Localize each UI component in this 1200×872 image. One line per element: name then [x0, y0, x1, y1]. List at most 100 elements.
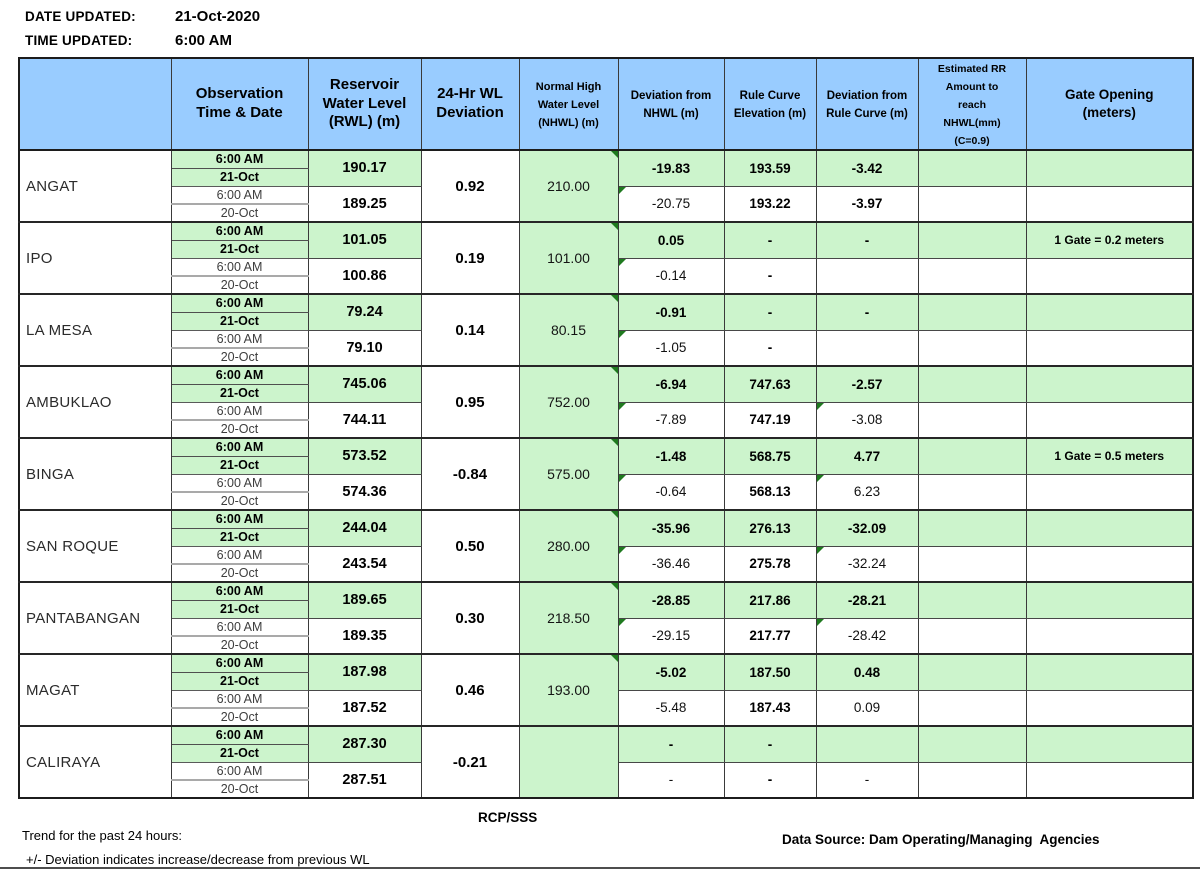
obs-date-current-cell: 21-Oct	[170, 672, 309, 691]
gate-opening-current-cell	[1025, 365, 1194, 403]
obs-time-previous-cell-text: 6:00 AM	[216, 331, 263, 346]
dev-from-nhwl-previous-cell-text: -1.05	[655, 340, 687, 356]
rule-curve-previous-cell: -	[723, 258, 817, 294]
rwl-previous-cell-text: 287.51	[342, 771, 387, 788]
gate-opening-current-cell	[1025, 725, 1194, 763]
rule-curve-previous-cell-text: 275.78	[749, 556, 791, 572]
rule-curve-previous-cell-text: -	[767, 340, 773, 356]
comment-triangle-icon	[817, 402, 824, 410]
dam-row-magat-sub1: MAGAT 6:00 AM 187.98 0.46 193.00 -5.02 187.50 0…	[18, 653, 1194, 726]
dam-row-pantabangan-sub2: 21-Oct	[19, 600, 1193, 619]
comment-triangle-icon	[610, 296, 617, 302]
nhwl-cell-text: 752.00	[547, 394, 590, 410]
est-rr-previous-cell	[917, 258, 1027, 294]
rwl-current-cell: 187.98	[307, 653, 422, 691]
obs-date-previous-cell: 20-Oct	[170, 420, 309, 438]
wl-deviation-24hr-cell-text: 0.92	[455, 177, 485, 195]
dev-from-nhwl-current-cell-text: -19.83	[651, 160, 691, 176]
wl-deviation-24hr-cell: -0.84	[420, 437, 520, 510]
rwl-previous-cell: 100.86	[307, 258, 422, 294]
dam-name-cell-text: IPO	[26, 249, 53, 267]
comment-triangle-icon	[610, 224, 617, 230]
wl-deviation-24hr-cell-text: -0.21	[452, 753, 488, 771]
comment-triangle-icon	[610, 512, 617, 518]
wl-deviation-24hr-cell: 0.95	[420, 365, 520, 438]
dam-row-magat-sub2: 21-Oct	[19, 672, 1193, 691]
dev-from-rule-curve-current-cell-text: -	[864, 304, 870, 320]
col-header-nhwl-text: Normal High Water Level (NHWL) (m)	[535, 81, 602, 129]
rule-curve-current-cell-text: -	[767, 304, 773, 320]
nhwl-cell: 280.00	[518, 509, 619, 582]
dev-from-rule-curve-current-cell: 0.48	[815, 653, 919, 691]
dev-from-rule-curve-previous-cell-text: 0.09	[853, 700, 881, 716]
est-rr-previous-cell	[917, 546, 1027, 582]
dam-row-caliraya-sub4: 20-Oct	[19, 780, 1193, 798]
dam-row-angat-sub1: ANGAT 6:00 AM 190.17 0.92 210.00 -19.83 193.59…	[18, 149, 1194, 222]
obs-date-previous-cell: 20-Oct	[170, 348, 309, 366]
comment-triangle-icon	[610, 152, 617, 158]
gate-opening-current-cell	[1025, 509, 1194, 547]
rwl-previous-cell: 79.10	[307, 330, 422, 366]
obs-date-previous-cell-text: 20-Oct	[220, 709, 259, 724]
obs-time-previous-cell-text: 6:00 AM	[216, 619, 263, 634]
wl-deviation-24hr-cell: -0.21	[420, 725, 520, 798]
obs-time-previous-cell: 6:00 AM	[170, 402, 309, 421]
dev-from-nhwl-current-cell-text: -5.02	[655, 664, 687, 680]
rule-curve-current-cell: 276.13	[723, 509, 817, 547]
gate-opening-current-cell-text: 1 Gate = 0.2 meters	[1054, 233, 1165, 248]
dam-row-ambuklao-sub2: 21-Oct	[19, 384, 1193, 403]
rule-curve-previous-cell-text: 747.19	[749, 412, 791, 428]
obs-date-current-cell: 21-Oct	[170, 456, 309, 475]
col-header-gate-opening: Gate Opening (meters)	[1025, 57, 1194, 151]
rule-curve-current-cell-text: 193.59	[749, 160, 791, 176]
dev-from-nhwl-previous-cell-text: -0.14	[655, 268, 687, 284]
dam-row-ipo-sub1: IPO 6:00 AM 101.05 0.19 101.00 0.05 - - 1 Gate =…	[18, 221, 1194, 294]
dev-from-rule-curve-current-cell: -	[815, 221, 919, 259]
dam-row-pantabangan-sub3: 6:00 AM 189.35 -29.15 217.77 -28.42	[19, 618, 1194, 654]
obs-time-current-cell-text: 6:00 AM	[215, 368, 264, 382]
obs-time-current-cell: 6:00 AM	[170, 365, 309, 385]
wl-deviation-24hr-cell: 0.19	[420, 221, 520, 294]
dev-from-rule-curve-current-cell-text: -	[864, 232, 870, 248]
rcp-sss-signature: RCP/SSS	[478, 810, 538, 825]
col-header-rwl-text: Reservoir Water Level (RWL) (m)	[322, 75, 407, 131]
wl-deviation-24hr-cell: 0.14	[420, 293, 520, 366]
obs-time-previous-cell: 6:00 AM	[170, 618, 309, 637]
rwl-current-cell: 101.05	[307, 221, 422, 259]
rwl-current-cell-text: 79.24	[346, 304, 383, 321]
dam-row-san-roque-sub2: 21-Oct	[19, 528, 1193, 547]
obs-date-previous-cell: 20-Oct	[170, 780, 309, 798]
obs-time-current-cell-text: 6:00 AM	[215, 224, 264, 238]
est-rr-previous-cell	[917, 186, 1027, 222]
obs-time-current-cell: 6:00 AM	[170, 149, 309, 169]
dam-name-cell-text: AMBUKLAO	[26, 393, 112, 411]
obs-time-current-cell-text: 6:00 AM	[215, 296, 264, 310]
trend-note: Trend for the past 24 hours:	[22, 828, 182, 843]
obs-time-previous-cell-text: 6:00 AM	[216, 259, 263, 274]
col-header-deviation-from-rule-curve-text: Deviation from Rule Curve (m)	[826, 90, 908, 120]
rule-curve-previous-cell-text: -	[767, 268, 773, 284]
est-rr-current-cell	[917, 365, 1027, 403]
dev-from-nhwl-previous-cell: -36.46	[617, 546, 725, 582]
comment-triangle-icon	[610, 368, 617, 374]
gate-opening-previous-cell	[1025, 258, 1194, 294]
dam-name-cell: LA MESA	[18, 293, 172, 366]
dev-from-rule-curve-current-cell-text: -32.09	[847, 520, 887, 536]
dev-from-nhwl-previous-cell-text: -	[668, 772, 674, 788]
nhwl-cell: 101.00	[518, 221, 619, 294]
dam-row-la-mesa-sub4: 20-Oct	[19, 348, 1193, 366]
rwl-previous-cell-text: 574.36	[342, 483, 387, 500]
obs-date-previous-cell-text: 20-Oct	[220, 637, 259, 652]
obs-time-current-cell: 6:00 AM	[170, 437, 309, 457]
nhwl-cell	[518, 725, 619, 798]
rwl-previous-cell: 189.35	[307, 618, 422, 654]
rule-curve-previous-cell-text: 187.43	[749, 700, 791, 716]
dev-from-nhwl-previous-cell-text: -7.89	[655, 412, 687, 428]
comment-triangle-icon	[610, 584, 617, 590]
obs-date-current-cell-text: 21-Oct	[220, 673, 259, 688]
col-header-24hr-deviation-text: 24-Hr WL Deviation	[436, 85, 504, 121]
rwl-current-cell-text: 189.65	[342, 592, 387, 609]
nhwl-cell-text: 218.50	[547, 610, 590, 626]
rule-curve-current-cell-text: -	[767, 232, 773, 248]
dam-row-ambuklao-sub4: 20-Oct	[19, 420, 1193, 438]
